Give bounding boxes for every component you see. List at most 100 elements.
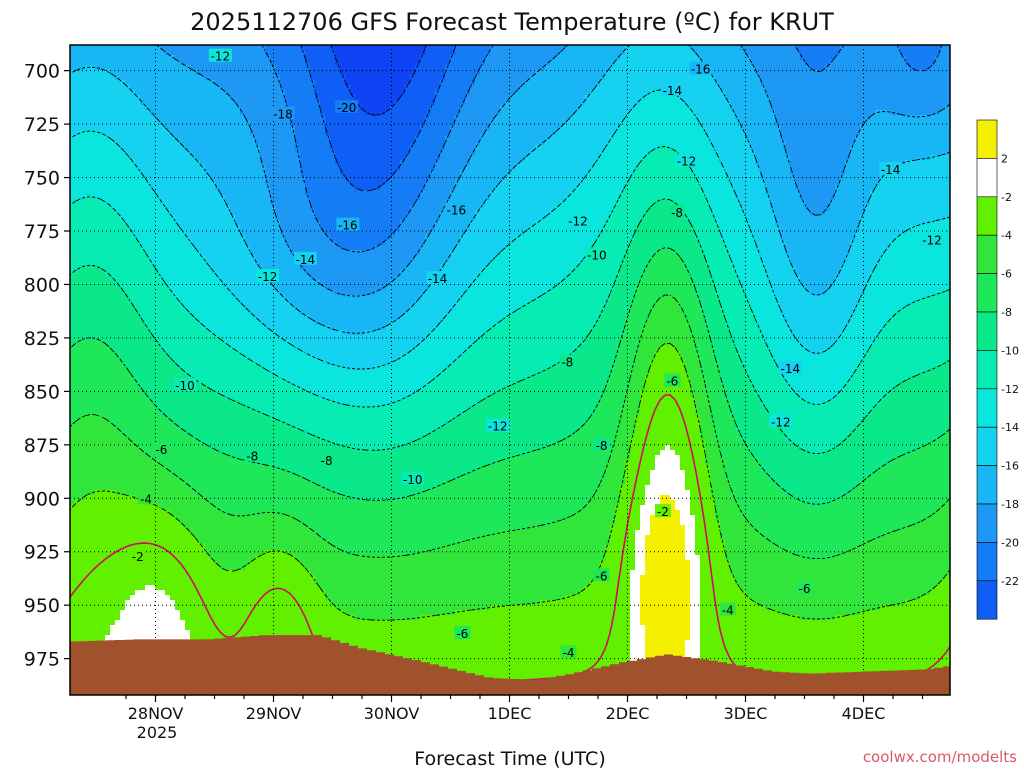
temperature-cell [505, 100, 586, 106]
temperature-cell [580, 180, 626, 186]
temperature-cell [885, 320, 950, 326]
contour-label-bg [271, 106, 295, 120]
temperature-cell [735, 345, 771, 351]
temperature-cell [570, 115, 626, 121]
temperature-cell [315, 95, 356, 101]
temperature-cell [500, 105, 581, 111]
temperature-cell [425, 115, 456, 121]
contour-label-bg [689, 61, 713, 75]
temperature-cell [355, 185, 381, 191]
temperature-cell [110, 205, 166, 211]
temperature-cell [195, 245, 251, 251]
contour-line [261, 45, 943, 253]
temperature-cell [70, 465, 166, 471]
temperature-cell [295, 145, 331, 151]
temperature-cell [455, 115, 496, 121]
temperature-cell [70, 475, 181, 481]
temperature-cell [310, 205, 411, 211]
temperature-cell [70, 430, 121, 436]
temperature-cell [410, 260, 446, 266]
temperature-cell [800, 395, 836, 401]
temperature-cell [505, 315, 601, 321]
temperature-cell [300, 45, 331, 51]
contour-label: -2 [654, 504, 671, 519]
temperature-cell [755, 235, 781, 241]
temperature-cell [800, 195, 836, 201]
temperature-cell [660, 500, 676, 506]
temperature-cell [810, 65, 826, 71]
temperature-cell [655, 250, 676, 256]
temperature-cell [70, 625, 111, 631]
temperature-cell [625, 390, 641, 396]
pressure-tick-label: 750 [24, 168, 60, 190]
temperature-cell [270, 415, 456, 421]
temperature-cell [675, 505, 691, 511]
temperature-cell [210, 175, 266, 181]
temperature-cell [745, 50, 801, 56]
temperature-cell [300, 150, 336, 156]
temperature-cell [710, 340, 736, 346]
temperature-cell [540, 295, 611, 301]
temperature-cell [695, 340, 711, 346]
temperature-cell [675, 500, 691, 506]
temperature-cell [640, 520, 651, 526]
temperature-cell [315, 80, 346, 86]
temperature-cell [255, 460, 496, 466]
temperature-cell [700, 415, 711, 421]
temperature-cell [780, 130, 861, 136]
temperature-cell [405, 155, 441, 161]
temperature-cell [630, 635, 646, 641]
temperature-cell [860, 480, 950, 486]
temperature-cell [645, 215, 686, 221]
temperature-cell [585, 420, 621, 426]
temperature-cell [330, 145, 411, 151]
temperature-cell [790, 165, 846, 171]
contour-label-text: -2 [132, 550, 144, 564]
temperature-cell [410, 305, 456, 311]
temperature-cell [645, 545, 686, 551]
temperature-cell [400, 160, 436, 166]
temperature-cell [535, 70, 606, 76]
temperature-cell [320, 435, 421, 441]
temperature-cell [605, 220, 641, 226]
temperature-cell [550, 135, 611, 141]
temperature-cell [695, 550, 726, 556]
temperature-cell [750, 450, 811, 456]
temperature-cell [905, 305, 950, 311]
temperature-cell [700, 355, 716, 361]
temperature-cell [485, 395, 601, 401]
contour-line [70, 294, 950, 560]
temperature-cell [615, 435, 631, 441]
pressure-tick-label: 925 [24, 542, 60, 564]
temperature-cell [830, 200, 871, 206]
temperature-cell [855, 135, 950, 141]
temperature-cell [890, 240, 950, 246]
temperature-cell [730, 570, 950, 576]
temperature-cell [480, 400, 601, 406]
temperature-cell [630, 655, 646, 661]
temperature-cell [730, 485, 781, 491]
temperature-cell [465, 410, 596, 416]
temperature-cell [565, 595, 631, 601]
temperature-cell [135, 235, 186, 241]
temperature-cell [630, 605, 641, 611]
temperature-cell [645, 650, 686, 656]
temperature-cell [340, 65, 416, 71]
temperature-cell [760, 175, 796, 181]
temperature-cell [640, 160, 686, 166]
temperature-cell [150, 455, 236, 461]
temperature-cell [550, 365, 611, 371]
temperature-cell [280, 220, 321, 226]
temperature-cell [335, 400, 396, 406]
temperature-cell [715, 360, 741, 366]
temperature-cell [435, 275, 476, 281]
temperature-cell [775, 115, 871, 121]
temperature-cell [910, 375, 950, 381]
temperature-cell [275, 465, 481, 471]
temperature-cell [835, 185, 876, 191]
temperature-cell [465, 290, 546, 296]
temperature-cell [295, 140, 331, 146]
temperature-cell [70, 135, 111, 141]
temperature-cell [715, 345, 736, 351]
temperature-cell [310, 315, 401, 321]
